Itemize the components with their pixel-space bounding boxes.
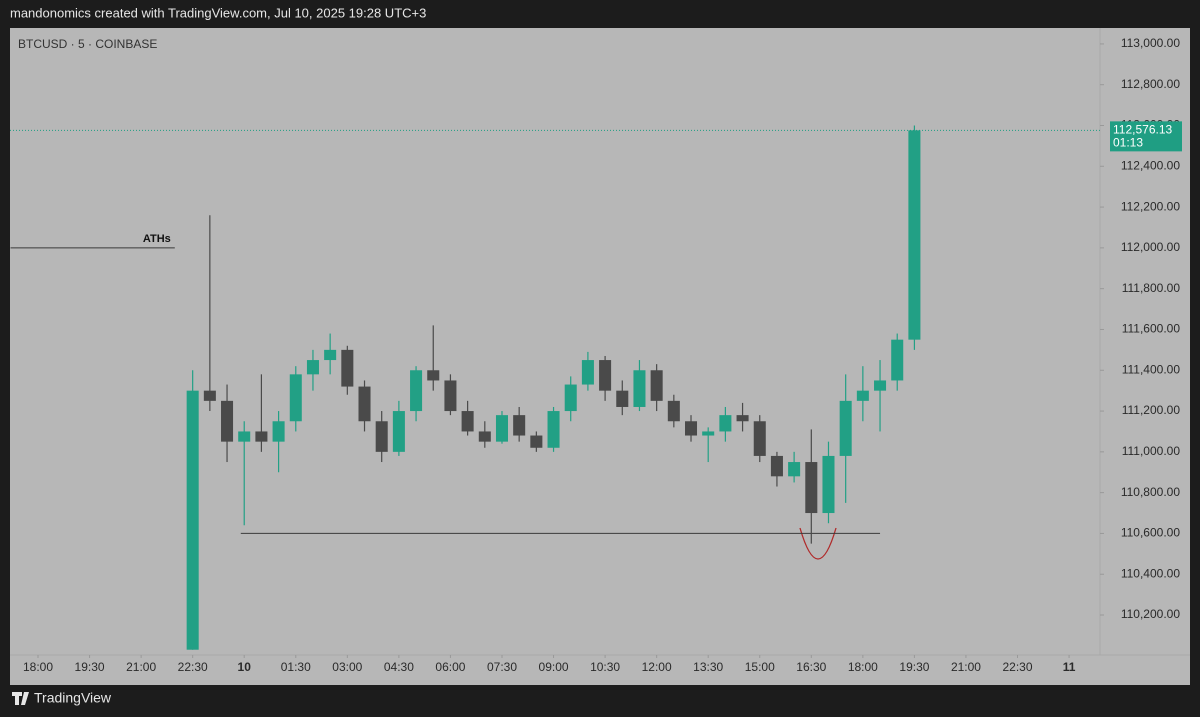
candle-body	[410, 370, 423, 412]
x-tick-label: 04:30	[384, 660, 414, 674]
candle-body	[203, 390, 216, 401]
candle-body	[358, 386, 371, 422]
x-tick-label: 22:30	[178, 660, 208, 674]
candle-body	[633, 370, 646, 407]
y-tick-label: 112,000.00	[1121, 240, 1180, 254]
candle-body	[461, 411, 474, 432]
y-tick-label: 113,000.00	[1121, 36, 1180, 50]
candle-body	[908, 130, 921, 340]
x-tick-label: 09:00	[539, 660, 569, 674]
candle-body	[822, 455, 835, 514]
candle-body	[375, 421, 388, 452]
candle-body	[427, 370, 440, 381]
y-tick-label: 111,200.00	[1122, 403, 1181, 417]
x-tick-label: 10	[238, 660, 252, 674]
x-tick-label: 12:00	[642, 660, 672, 674]
candle-body	[478, 431, 491, 442]
candle-body	[650, 370, 663, 401]
candle-body	[891, 339, 904, 381]
footer-text: TradingView	[34, 690, 112, 706]
y-tick-label: 110,400.00	[1121, 566, 1180, 580]
y-tick-label: 111,000.00	[1122, 444, 1181, 458]
candle-body	[238, 431, 251, 442]
x-tick-label: 13:30	[693, 660, 723, 674]
y-tick-label: 111,800.00	[1122, 281, 1181, 295]
x-tick-label: 15:00	[745, 660, 775, 674]
red-arc	[799, 527, 837, 560]
y-tick-label: 111,400.00	[1122, 362, 1181, 376]
candle-body	[272, 421, 285, 442]
candle-body	[444, 380, 457, 412]
y-tick-label: 110,800.00	[1121, 485, 1180, 499]
x-tick-label: 19:30	[899, 660, 929, 674]
candle-body	[392, 411, 405, 452]
candle-body	[770, 455, 783, 477]
footer-logo	[12, 692, 29, 705]
x-tick-label: 01:30	[281, 660, 311, 674]
x-tick-label: 10:30	[590, 660, 620, 674]
candle-body	[306, 360, 319, 375]
y-tick-label: 112,400.00	[1121, 158, 1180, 172]
candle-body	[324, 349, 337, 361]
candle-body	[599, 360, 612, 391]
countdown-label: 01:13	[1113, 136, 1143, 150]
candle-body	[581, 360, 594, 385]
symbol: BTCUSD · 5 · COINBASE	[18, 37, 157, 51]
x-tick-label: 18:00	[23, 660, 53, 674]
candle-body	[839, 400, 852, 456]
candle-body	[805, 462, 818, 514]
candle-body	[564, 384, 577, 412]
x-tick-label: 06:00	[435, 660, 465, 674]
x-tick-label: 16:30	[796, 660, 826, 674]
candle-body	[547, 411, 560, 448]
x-tick-label: 21:00	[951, 660, 981, 674]
candle-body	[221, 400, 234, 442]
y-tick-label: 111,600.00	[1122, 322, 1181, 336]
last-price-box	[1110, 121, 1182, 152]
logo-icon	[12, 692, 29, 705]
candle-body	[874, 380, 887, 391]
y-tick-label: 110,200.00	[1121, 607, 1180, 621]
x-tick-label: 11	[1063, 660, 1076, 674]
candle-body	[616, 390, 629, 407]
candle-body	[530, 435, 543, 448]
x-tick-label: 18:00	[848, 660, 878, 674]
candle-body	[289, 374, 302, 422]
last-price-label: 112,576.13	[1113, 123, 1172, 137]
candle-body	[341, 349, 354, 387]
header-text: mandonomics created with TradingView.com…	[10, 5, 426, 20]
x-tick-label: 19:30	[75, 660, 105, 674]
x-tick-label: 22:30	[1002, 660, 1032, 674]
candle-body	[856, 390, 869, 401]
candle-body	[667, 400, 680, 422]
annotation-label: ATHs	[143, 233, 171, 245]
y-tick-label: 110,600.00	[1121, 526, 1180, 540]
y-tick-label: 112,800.00	[1121, 77, 1180, 91]
candle-body	[736, 415, 749, 422]
candle-body	[788, 462, 801, 477]
candle-body	[186, 390, 199, 650]
candle-body	[255, 431, 268, 442]
chart-panel	[10, 28, 1190, 685]
candle-body	[702, 431, 715, 436]
y-tick-label: 112,200.00	[1121, 199, 1180, 213]
candle-body	[753, 421, 766, 456]
candle-body	[684, 421, 698, 436]
x-tick-label: 03:00	[332, 660, 362, 674]
candle-body	[513, 415, 526, 436]
x-tick-label: 07:30	[487, 660, 517, 674]
candle-body	[719, 415, 732, 432]
candle-body	[495, 415, 509, 442]
x-tick-label: 21:00	[126, 660, 156, 674]
